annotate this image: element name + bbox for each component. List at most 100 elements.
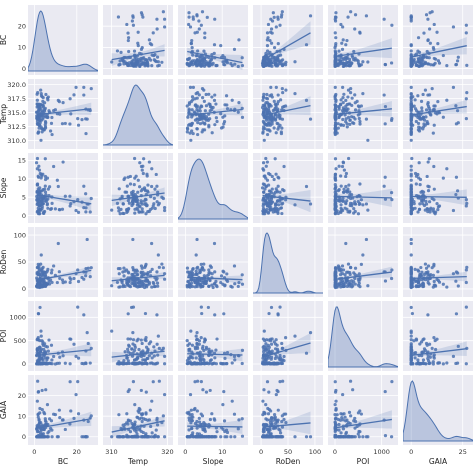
scatter-point xyxy=(185,130,189,134)
scatter-point xyxy=(153,435,157,439)
scatter-point xyxy=(150,285,154,289)
scatter-point xyxy=(152,284,156,289)
scatter-point xyxy=(126,198,130,203)
confidence-band xyxy=(187,103,243,119)
scatter-point xyxy=(270,174,274,179)
scatter-point xyxy=(358,285,362,289)
scatter-point xyxy=(45,403,50,407)
scatter-point xyxy=(409,343,413,347)
scatter-point xyxy=(187,410,191,414)
scatter-point xyxy=(46,95,50,99)
panel-BC-vs-RoDen xyxy=(253,5,323,75)
regression-line xyxy=(187,353,243,356)
scatter-point xyxy=(163,208,167,213)
scatter-point xyxy=(276,15,280,19)
scatter-point xyxy=(201,427,205,432)
x-axis-label-Slope: Slope xyxy=(203,457,224,466)
scatter-point xyxy=(160,60,164,64)
scatter-point xyxy=(210,53,214,57)
scatter-point xyxy=(263,122,268,126)
scatter-point xyxy=(74,208,78,213)
scatter-point xyxy=(336,62,341,66)
scatter-point xyxy=(425,174,429,179)
scatter-point xyxy=(361,60,365,64)
scatter-point xyxy=(150,431,154,435)
scatter-point xyxy=(264,164,268,168)
scatter-point xyxy=(409,362,413,366)
scatter-point xyxy=(465,201,469,205)
scatter-point xyxy=(126,209,130,213)
scatter-point xyxy=(269,355,274,359)
regression-line xyxy=(36,418,92,430)
scatter-point xyxy=(262,196,266,200)
scatter-point xyxy=(284,198,288,202)
scatter-point xyxy=(202,58,206,62)
scatter-point xyxy=(430,266,434,270)
scatter-point xyxy=(265,160,269,164)
scatter-point xyxy=(126,361,131,365)
scatter-point xyxy=(130,347,134,351)
scatter-point xyxy=(271,11,275,15)
scatter-point xyxy=(428,108,432,113)
scatter-point xyxy=(39,253,43,257)
scatter-point xyxy=(333,172,338,176)
scatter-point xyxy=(281,91,285,95)
scatter-point xyxy=(465,63,469,67)
scatter-point xyxy=(123,176,127,180)
scatter-point xyxy=(215,63,219,68)
confidence-band xyxy=(335,188,392,208)
scatter-point xyxy=(187,108,191,113)
scatter-point xyxy=(43,157,47,161)
scatter-point xyxy=(426,358,431,363)
scatter-point xyxy=(424,266,429,270)
scatter-point xyxy=(232,354,237,359)
scatter-point xyxy=(192,407,196,412)
scatter-point xyxy=(185,338,189,343)
scatter-point xyxy=(352,280,356,284)
panel-marks xyxy=(110,156,167,216)
scatter-point xyxy=(187,428,191,432)
scatter-point xyxy=(276,122,280,126)
scatter-point xyxy=(76,412,81,416)
scatter-point xyxy=(143,58,147,62)
panel-marks xyxy=(178,158,248,220)
scatter-point xyxy=(272,15,276,19)
scatter-point xyxy=(191,53,195,57)
scatter-point xyxy=(68,97,72,101)
scatter-point xyxy=(88,361,92,365)
scatter-point xyxy=(200,10,205,14)
scatter-point xyxy=(192,59,196,63)
panel-BC-vs-Slope xyxy=(178,5,248,75)
scatter-point xyxy=(187,11,191,15)
scatter-point xyxy=(420,189,424,193)
scatter-point xyxy=(280,419,284,424)
scatter-point xyxy=(144,412,148,416)
scatter-point xyxy=(223,429,227,434)
scatter-point xyxy=(195,435,199,439)
scatter-point xyxy=(340,416,344,420)
regression-line xyxy=(411,45,467,58)
scatter-point xyxy=(115,435,120,439)
scatter-point xyxy=(191,431,195,435)
scatter-point xyxy=(157,63,161,67)
scatter-point xyxy=(417,64,421,69)
scatter-point xyxy=(186,280,190,284)
scatter-point xyxy=(237,38,241,42)
scatter-point xyxy=(357,281,361,286)
scatter-point xyxy=(36,122,40,126)
scatter-point xyxy=(145,172,149,176)
scatter-point xyxy=(275,189,279,193)
scatter-point xyxy=(383,279,388,283)
scatter-point xyxy=(464,31,468,35)
scatter-point xyxy=(351,121,355,125)
scatter-point xyxy=(155,281,160,285)
scatter-point xyxy=(41,435,45,439)
scatter-point xyxy=(213,270,217,274)
scatter-point xyxy=(143,188,147,192)
regression-line xyxy=(411,348,467,357)
scatter-point xyxy=(269,85,273,89)
x-tick-label: 0 xyxy=(409,448,413,456)
scatter-point xyxy=(43,356,47,360)
scatter-point xyxy=(409,305,413,310)
panel-RoDen-vs-RoDen xyxy=(253,227,323,297)
